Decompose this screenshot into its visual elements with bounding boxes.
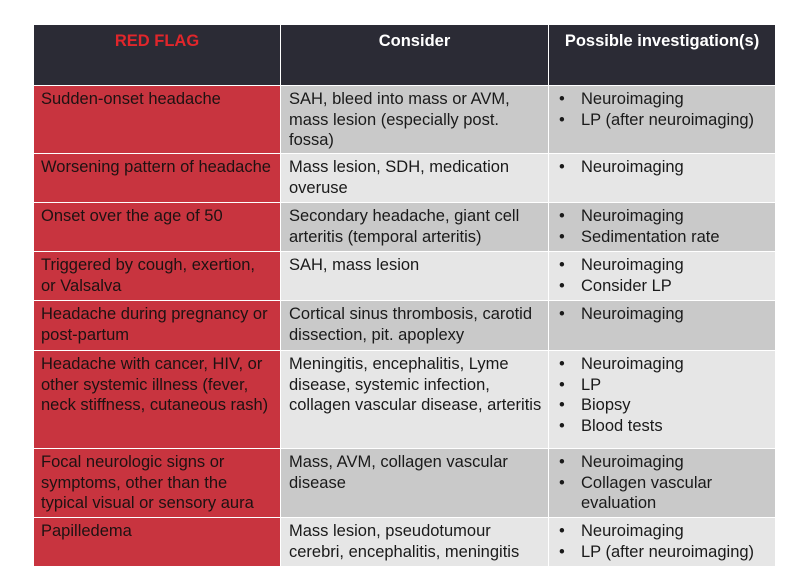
investigation-item: Neuroimaging (557, 354, 769, 375)
table-row: Focal neurologic signs or symptoms, othe… (33, 448, 776, 518)
table-row: Papilledema Mass lesion, pseudotumour ce… (33, 517, 776, 567)
investigation-item: Biopsy (557, 395, 769, 416)
investigation-item: Neuroimaging (557, 521, 769, 542)
table-row: Headache during pregnancy or post-partum… (33, 300, 776, 351)
flag-cell: Triggered by cough, exertion, or Valsalv… (33, 251, 281, 301)
consider-cell: Meningitis, encephalitis, Lyme disease, … (280, 350, 549, 449)
consider-cell: Secondary headache, giant cell arteritis… (280, 202, 549, 252)
investigation-cell: Neuroimaging Sedimentation rate (548, 202, 776, 252)
table-row: Headache with cancer, HIV, or other syst… (33, 350, 776, 449)
investigation-item: Neuroimaging (557, 157, 769, 178)
investigation-item: Collagen vascular evaluation (557, 473, 769, 514)
investigation-cell: Neuroimaging Consider LP (548, 251, 776, 301)
consider-cell: Cortical sinus thrombosis, carotid disse… (280, 300, 549, 351)
investigation-item: Neuroimaging (557, 89, 769, 110)
investigation-item: Consider LP (557, 276, 769, 297)
investigation-cell: Neuroimaging LP Biopsy Blood tests (548, 350, 776, 449)
investigation-item: Neuroimaging (557, 304, 769, 325)
consider-cell: Mass lesion, SDH, medication overuse (280, 153, 549, 203)
table-row: Triggered by cough, exertion, or Valsalv… (33, 251, 776, 301)
flag-cell: Worsening pattern of headache (33, 153, 281, 203)
investigation-item: Neuroimaging (557, 255, 769, 276)
investigation-item: LP (557, 375, 769, 396)
flag-cell: Sudden-onset headache (33, 85, 281, 154)
investigation-item: LP (after neuroimaging) (557, 110, 769, 131)
table-header-row: RED FLAG Consider Possible investigation… (33, 24, 776, 86)
flag-cell: Papilledema (33, 517, 281, 567)
investigation-cell: Neuroimaging (548, 300, 776, 351)
investigation-item: Neuroimaging (557, 452, 769, 473)
investigation-item: Sedimentation rate (557, 227, 769, 248)
investigation-item: Blood tests (557, 416, 769, 437)
investigation-cell: Neuroimaging LP (after neuroimaging) (548, 517, 776, 567)
investigation-item: Neuroimaging (557, 206, 769, 227)
table-row: Sudden-onset headache SAH, bleed into ma… (33, 85, 776, 154)
header-red-flag: RED FLAG (33, 24, 281, 86)
consider-cell: Mass, AVM, collagen vascular disease (280, 448, 549, 518)
header-investigation: Possible investigation(s) (548, 24, 776, 86)
table-row: Worsening pattern of headache Mass lesio… (33, 153, 776, 203)
consider-cell: Mass lesion, pseudotumour cerebri, encep… (280, 517, 549, 567)
investigation-item: LP (after neuroimaging) (557, 542, 769, 563)
consider-cell: SAH, mass lesion (280, 251, 549, 301)
red-flag-table: RED FLAG Consider Possible investigation… (33, 24, 776, 567)
flag-cell: Headache during pregnancy or post-partum (33, 300, 281, 351)
consider-cell: SAH, bleed into mass or AVM, mass lesion… (280, 85, 549, 154)
flag-cell: Headache with cancer, HIV, or other syst… (33, 350, 281, 449)
investigation-cell: Neuroimaging Collagen vascular evaluatio… (548, 448, 776, 518)
flag-cell: Focal neurologic signs or symptoms, othe… (33, 448, 281, 518)
header-consider: Consider (280, 24, 549, 86)
investigation-cell: Neuroimaging (548, 153, 776, 203)
flag-cell: Onset over the age of 50 (33, 202, 281, 252)
table-row: Onset over the age of 50 Secondary heada… (33, 202, 776, 252)
investigation-cell: Neuroimaging LP (after neuroimaging) (548, 85, 776, 154)
